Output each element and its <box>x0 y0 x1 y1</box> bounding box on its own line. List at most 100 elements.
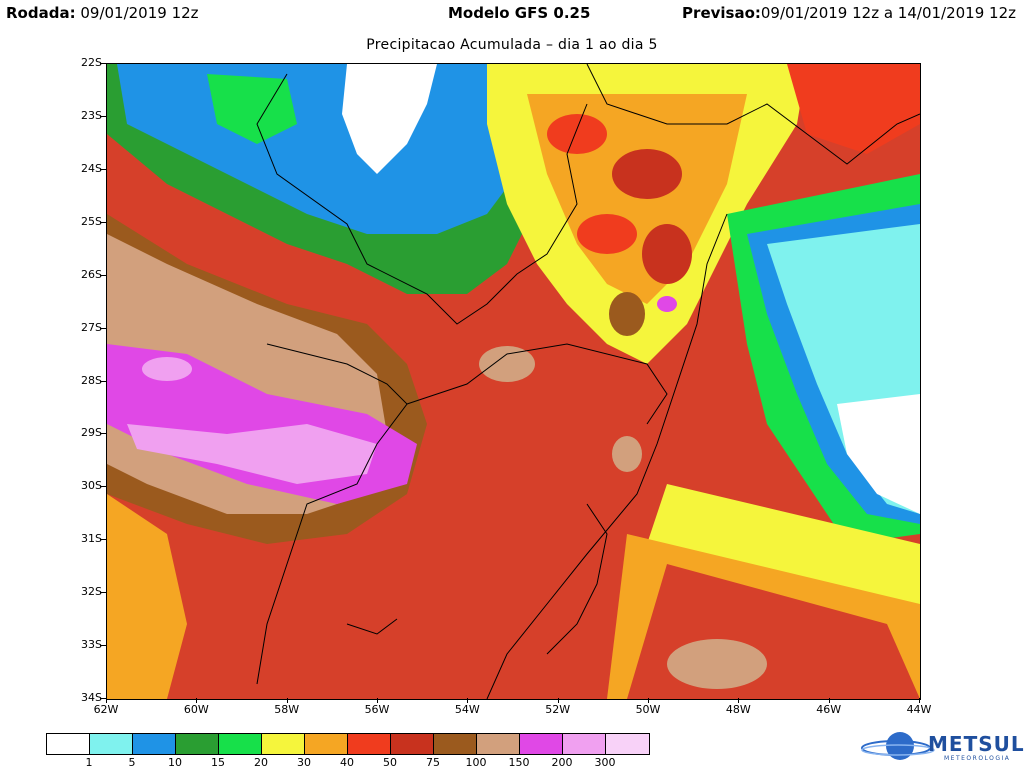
colorbar-swatch <box>606 734 649 754</box>
colorbar-swatch <box>305 734 348 754</box>
colorbar-label: 100 <box>465 756 487 769</box>
latitude-tick <box>100 539 106 541</box>
latitude-tick-label: 31S <box>81 532 102 546</box>
precipitation-map <box>106 63 921 700</box>
longitude-tick-label: 56W <box>364 703 390 716</box>
colorbar-label: 20 <box>254 756 268 769</box>
run-date: Rodada: 09/01/2019 12z <box>6 4 199 22</box>
metsul-logo: METSUL <box>928 732 1024 756</box>
latitude-tick <box>100 486 106 488</box>
run-label: Rodada: <box>6 4 76 22</box>
latitude-tick-label: 34S <box>81 691 102 704</box>
longitude-tick-label: 48W <box>725 703 751 716</box>
longitude-tick <box>828 698 830 703</box>
colorbar-swatch <box>563 734 606 754</box>
longitude-tick-label: 54W <box>454 703 480 716</box>
red-cell <box>577 214 637 254</box>
green-patch <box>207 74 297 144</box>
colorbar-label: 150 <box>508 756 530 769</box>
tan-cell-central <box>612 436 642 472</box>
colorbar-swatch <box>219 734 262 754</box>
longitude-tick-label: 46W <box>816 703 842 716</box>
latitude-tick-label: 33S <box>81 638 102 652</box>
colorbar-label: 40 <box>340 756 354 769</box>
latitude-tick <box>100 63 106 64</box>
colorbar-label: 15 <box>211 756 225 769</box>
longitude-tick <box>106 698 107 703</box>
model-title: Modelo GFS 0.25 <box>448 4 590 22</box>
red-zone-ne-corner <box>787 64 920 154</box>
latitude-tick <box>100 645 106 647</box>
longitude-tick-label: 52W <box>545 703 571 716</box>
colorbar-swatch <box>434 734 477 754</box>
longitude-tick <box>919 698 920 703</box>
latitude-tick <box>100 168 106 170</box>
colorbar-swatch <box>477 734 520 754</box>
forecast-period: Previsao:09/01/2019 12z a 14/01/2019 12z <box>682 4 1016 22</box>
latitude-tick <box>100 698 106 699</box>
white-patch-north <box>342 64 437 174</box>
longitude-tick <box>196 698 198 703</box>
longitude-tick <box>377 698 378 703</box>
forecast-value: 09/01/2019 12z a 14/01/2019 12z <box>760 4 1016 22</box>
latitude-tick-label: 24S <box>81 161 102 175</box>
colorbar-label: 30 <box>297 756 311 769</box>
red-cell <box>642 224 692 284</box>
longitude-tick-label: 58W <box>274 703 300 716</box>
metsul-globe-icon <box>861 732 935 760</box>
latitude-tick-label: 25S <box>81 214 102 228</box>
run-value: 09/01/2019 12z <box>80 4 199 22</box>
forecast-label: Previsao: <box>682 4 761 22</box>
latitude-tick <box>100 115 106 117</box>
colorbar-swatch <box>520 734 563 754</box>
latitude-tick-label: 27S <box>81 320 102 334</box>
pink-zone-west <box>127 424 377 484</box>
colorbar-label: 75 <box>426 756 440 769</box>
brown-cell-central <box>609 292 645 336</box>
precipitation-colorbar <box>46 733 650 755</box>
colorbar-swatch <box>348 734 391 754</box>
latitude-tick <box>100 433 106 435</box>
model-label: Modelo GFS 0.25 <box>448 4 591 22</box>
latitude-tick-label: 28S <box>81 373 102 387</box>
colorbar-swatch <box>90 734 133 754</box>
white-zone-ocean <box>837 394 920 514</box>
longitude-tick <box>648 698 649 703</box>
colorbar-label: 1 <box>85 756 93 769</box>
latitude-tick <box>100 221 106 223</box>
longitude-tick <box>738 698 740 703</box>
colorbar-swatch <box>262 734 305 754</box>
precipitation-field <box>107 64 920 699</box>
longitude-tick-label: 60W <box>183 703 209 716</box>
latitude-tick <box>100 380 106 382</box>
colorbar-swatch <box>176 734 219 754</box>
colorbar-swatch <box>391 734 434 754</box>
latitude-tick-label: 30S <box>81 479 102 493</box>
latitude-tick-label: 22S <box>81 56 102 69</box>
latitude-tick-label: 29S <box>81 426 102 440</box>
latitude-tick <box>100 327 106 329</box>
pink-cell-west <box>142 357 192 381</box>
latitude-tick <box>100 274 106 276</box>
longitude-tick <box>467 698 469 703</box>
longitude-tick-label: 44W <box>906 703 932 716</box>
longitude-tick-label: 62W <box>93 703 119 716</box>
orange-zone-sw <box>107 494 187 699</box>
longitude-tick-label: 50W <box>635 703 661 716</box>
political-borders <box>256 64 920 699</box>
metsul-logo-sub: METEOROLOGIA <box>944 755 1011 762</box>
colorbar-swatch <box>47 734 90 754</box>
colorbar-label: 200 <box>551 756 573 769</box>
colorbar-label: 50 <box>383 756 397 769</box>
colorbar-label: 5 <box>128 756 136 769</box>
red-cell <box>547 114 607 154</box>
colorbar-swatch <box>133 734 176 754</box>
longitude-tick <box>286 698 288 703</box>
colorbar-label: 10 <box>168 756 182 769</box>
tan-cell-south <box>667 639 767 689</box>
longitude-tick <box>557 698 559 703</box>
red-cell <box>612 149 682 199</box>
latitude-tick <box>100 592 106 594</box>
magenta-cell <box>657 296 677 312</box>
tan-cell-central <box>479 346 535 382</box>
